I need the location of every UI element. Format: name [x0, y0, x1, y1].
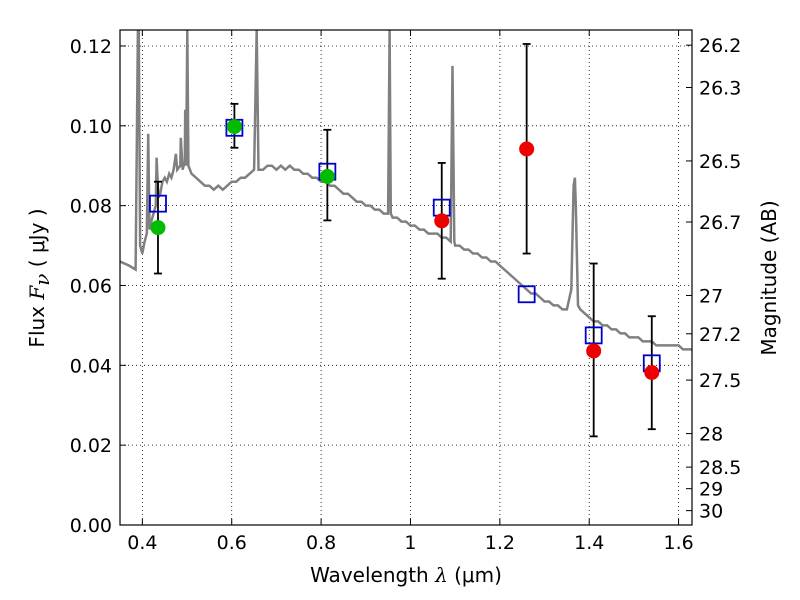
y-tick-label: 0.12	[70, 36, 112, 58]
y2-tick-label: 27	[699, 285, 723, 307]
grid-lines	[120, 30, 692, 526]
y2-tick-label: 26.2	[699, 35, 741, 57]
y-axis-label: Flux Fν ( μJy )	[25, 208, 54, 347]
observed-point-red	[434, 213, 450, 229]
y-axis-label-subscript: ν	[30, 274, 54, 286]
model-photometry-square	[517, 285, 536, 304]
y2-tick-label: 26.3	[699, 77, 741, 99]
y2-tick-label: 26.5	[699, 151, 741, 173]
y-tick-labels: 0.00 0.02 0.04 0.06 0.08 0.10 0.12	[70, 36, 112, 537]
x-tick-label: 1	[404, 532, 416, 554]
y2-tick-label: 29	[699, 479, 723, 501]
plot-frame	[119, 29, 693, 526]
y2-tick-label: 30	[699, 501, 723, 523]
observed-point-red	[586, 343, 602, 359]
model-spectrum-line	[120, 30, 692, 351]
error-bars-layer	[153, 43, 656, 438]
x-tick-label: 1.4	[574, 532, 604, 554]
x-tick-labels: 0.4 0.6 0.8 1 1.2 1.4 1.6	[127, 532, 693, 554]
markers-layer	[149, 118, 661, 381]
model-spectrum-layer	[120, 30, 692, 351]
model-photometry-square	[149, 194, 167, 213]
y2-tick-label: 27.2	[699, 324, 741, 346]
y-tick-label: 0.02	[70, 435, 112, 457]
x-tick-label: 1.6	[663, 532, 693, 554]
x-axis-label: Wavelength λ (μm)	[310, 563, 502, 587]
axis-ticks	[120, 30, 692, 526]
y2-axis-label: Magnitude (AB)	[757, 200, 781, 355]
model-photometry-square	[584, 326, 603, 345]
y-tick-label: 0.10	[70, 116, 112, 138]
y2-tick-label: 28	[699, 424, 723, 446]
x-tick-label: 0.8	[306, 532, 336, 554]
y-axis-label-prefix: Flux	[25, 306, 49, 348]
observed-point-green	[319, 169, 335, 185]
observed-point-green	[226, 119, 242, 135]
x-axis-label-unit: (μm)	[454, 563, 502, 587]
observed-point-red	[644, 365, 660, 381]
observed-point-red	[519, 141, 535, 157]
y-axis-label-symbol: F	[25, 285, 49, 301]
x-tick-label: 1.2	[485, 532, 515, 554]
x-axis-label-prefix: Wavelength	[310, 563, 429, 587]
y2-tick-label: 27.5	[699, 370, 741, 392]
y-tick-label: 0.06	[70, 275, 112, 297]
y2-tick-label: 26.7	[699, 212, 741, 234]
y-tick-label: 0.00	[70, 515, 112, 537]
x-axis-label-symbol: λ	[434, 563, 448, 587]
y-tick-label: 0.08	[70, 196, 112, 218]
y-axis-label-unit: ( μJy )	[25, 208, 49, 267]
y-tick-label: 0.04	[70, 355, 112, 377]
x-tick-label: 0.6	[217, 532, 247, 554]
observed-point-green	[150, 220, 166, 236]
x-tick-label: 0.4	[127, 532, 157, 554]
y2-tick-label: 28.5	[699, 457, 741, 479]
